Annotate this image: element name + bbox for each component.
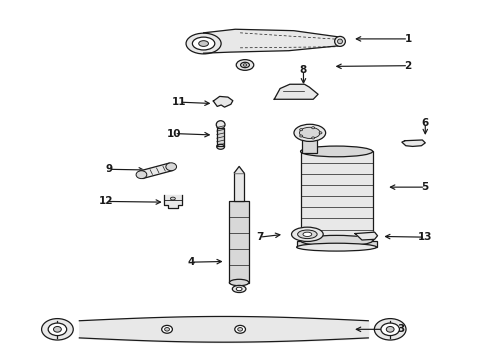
Polygon shape	[355, 232, 377, 240]
Ellipse shape	[48, 323, 67, 336]
Ellipse shape	[374, 319, 406, 340]
Ellipse shape	[296, 243, 376, 251]
Ellipse shape	[171, 197, 175, 200]
Ellipse shape	[338, 39, 343, 44]
Polygon shape	[213, 96, 233, 107]
Text: 4: 4	[188, 257, 195, 267]
Text: 7: 7	[256, 232, 263, 242]
Ellipse shape	[241, 62, 249, 68]
Polygon shape	[274, 84, 318, 99]
Ellipse shape	[42, 319, 73, 340]
Ellipse shape	[217, 144, 224, 149]
Bar	[229, 202, 249, 283]
Bar	[300, 152, 373, 241]
Text: 1: 1	[405, 34, 412, 44]
Text: 5: 5	[422, 182, 429, 192]
Ellipse shape	[236, 287, 242, 291]
Polygon shape	[234, 166, 244, 173]
Bar	[302, 132, 317, 153]
Ellipse shape	[300, 129, 303, 131]
Ellipse shape	[319, 132, 322, 134]
Ellipse shape	[381, 323, 399, 336]
Polygon shape	[164, 195, 182, 208]
Ellipse shape	[162, 325, 172, 333]
Ellipse shape	[186, 33, 221, 54]
Ellipse shape	[300, 235, 373, 246]
Ellipse shape	[232, 285, 246, 293]
Text: 11: 11	[172, 97, 187, 107]
Ellipse shape	[193, 37, 215, 50]
Ellipse shape	[243, 64, 247, 66]
Ellipse shape	[386, 327, 394, 332]
Text: 2: 2	[405, 61, 412, 71]
Text: 3: 3	[397, 324, 405, 334]
Polygon shape	[402, 140, 425, 147]
Ellipse shape	[236, 60, 254, 70]
Polygon shape	[203, 29, 343, 53]
Ellipse shape	[299, 127, 320, 138]
Ellipse shape	[53, 327, 61, 332]
Polygon shape	[140, 163, 173, 178]
Ellipse shape	[165, 328, 170, 331]
Ellipse shape	[335, 36, 345, 46]
Text: 12: 12	[99, 197, 113, 206]
Text: 9: 9	[105, 164, 112, 174]
Ellipse shape	[292, 227, 323, 242]
Ellipse shape	[312, 127, 315, 129]
Ellipse shape	[235, 325, 245, 333]
Ellipse shape	[300, 146, 373, 157]
Ellipse shape	[229, 279, 249, 286]
Ellipse shape	[136, 171, 147, 179]
Polygon shape	[217, 128, 224, 146]
Ellipse shape	[166, 163, 176, 171]
Ellipse shape	[199, 41, 208, 46]
Ellipse shape	[238, 328, 243, 331]
Ellipse shape	[216, 121, 225, 129]
Text: 10: 10	[167, 129, 182, 139]
Ellipse shape	[297, 230, 317, 239]
Bar	[234, 173, 244, 202]
Text: 13: 13	[418, 232, 433, 242]
Text: 8: 8	[300, 65, 307, 75]
Bar	[296, 241, 376, 247]
Ellipse shape	[312, 137, 315, 139]
Ellipse shape	[294, 124, 326, 141]
Ellipse shape	[300, 135, 303, 137]
Ellipse shape	[303, 232, 312, 237]
Text: 6: 6	[422, 118, 429, 128]
